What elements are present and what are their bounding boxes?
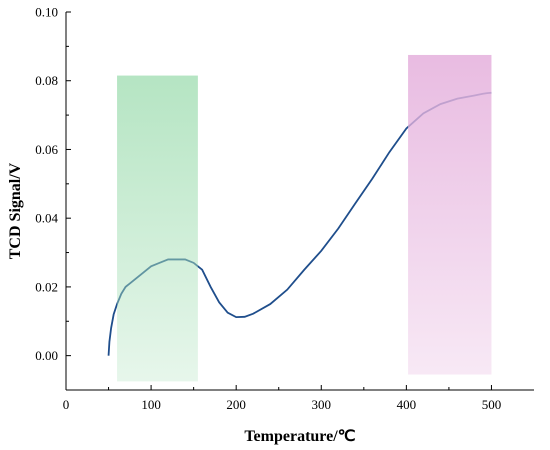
highlight-band-1 <box>117 75 198 382</box>
y-tick-label: 0.02 <box>35 279 58 294</box>
y-ticks: 0.00 0.02 0.04 0.06 0.08 0.10 <box>35 5 71 363</box>
axes <box>65 12 534 391</box>
x-tick-label: 100 <box>141 397 161 412</box>
y-tick-label: 0.08 <box>35 73 58 88</box>
y-tick-label: 0.10 <box>35 5 58 20</box>
y-tick-label: 0.00 <box>35 348 58 363</box>
highlight-bands <box>117 54 492 382</box>
y-tick-label: 0.04 <box>35 211 58 226</box>
y-axis-label: TCD Signal/V <box>7 162 24 259</box>
x-axis-label: Temperature/℃ <box>244 428 355 445</box>
x-tick-label: 300 <box>312 397 332 412</box>
x-tick-label: 500 <box>482 397 502 412</box>
x-tick-label: 0 <box>63 397 70 412</box>
x-tick-label: 200 <box>226 397 246 412</box>
x-ticks: 0 100 200 300 400 500 <box>63 385 501 412</box>
y-tick-label: 0.06 <box>35 142 58 157</box>
highlight-band-2 <box>408 54 492 375</box>
x-tick-label: 400 <box>397 397 417 412</box>
